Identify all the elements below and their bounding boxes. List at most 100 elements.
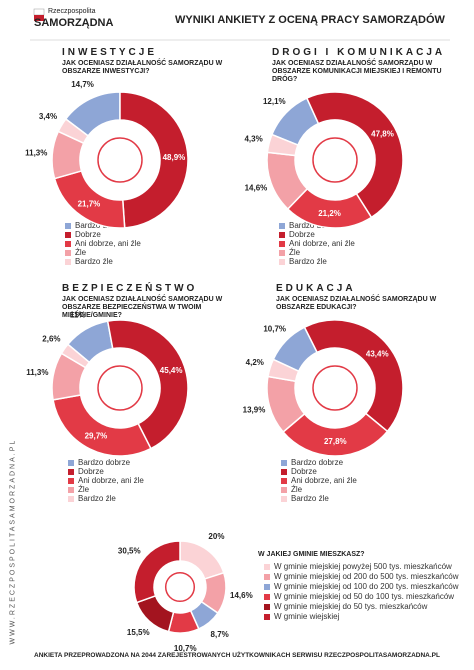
donut-slice <box>267 358 300 383</box>
legend-label: Bardzo źle <box>289 257 327 266</box>
legend-swatch <box>264 564 270 570</box>
legend-swatch <box>281 478 287 484</box>
value-label: 14,6% <box>230 591 253 600</box>
legend-swatch <box>264 584 270 590</box>
value-label: 11,3% <box>25 149 47 158</box>
donut-slice <box>266 133 299 157</box>
value-label: 4,2% <box>246 358 264 367</box>
value-label: 12,1% <box>263 97 286 106</box>
legend-swatch <box>65 223 71 229</box>
center-icon <box>312 137 358 183</box>
legend-label: W gminie miejskiej powyżej 500 tys. mies… <box>274 562 452 571</box>
value-label: 11,3% <box>26 368 48 377</box>
legend-label: Bardzo dobrze <box>291 458 344 467</box>
question: JAK OCENIASZ DZIAŁALNOŚĆ SAMORZĄDU W OBS… <box>272 60 442 83</box>
value-label: 2,6% <box>42 335 60 344</box>
value-label: 11% <box>70 311 86 320</box>
legend-label: Źle <box>75 248 87 257</box>
legend-label: Źle <box>289 248 301 257</box>
legend-swatch <box>68 487 74 493</box>
value-label: 20% <box>208 532 224 541</box>
value-label: 43,4% <box>366 349 389 358</box>
question: JAK OCENIASZ DZIAŁALNOŚĆ SAMORZĄDU W OBS… <box>62 60 223 75</box>
section-title: EDUKACJA <box>276 283 356 294</box>
value-label: 10,7% <box>263 325 286 334</box>
legend-swatch <box>68 478 74 484</box>
section-title: INWESTYCJE <box>62 47 158 58</box>
legend-label: Bardzo źle <box>291 494 329 503</box>
value-label: 14,6% <box>245 184 268 193</box>
donut-slice <box>60 343 91 369</box>
value-label: 15,5% <box>127 628 150 637</box>
legend-label: W gminie miejskiej od 200 do 500 tys. mi… <box>274 572 459 581</box>
section-title: W JAKIEJ GMINIE MIESZKASZ? <box>258 551 365 558</box>
legend-swatch <box>264 614 270 620</box>
page-title: WYNIKI ANKIETY Z OCENĄ PRACY SAMORZĄDÓW <box>175 14 445 26</box>
legend-swatch <box>65 259 71 265</box>
legend-swatch <box>65 232 71 238</box>
legend-label: Bardzo źle <box>78 494 116 503</box>
legend-label: W gminie miejskiej od 100 do 200 tys. mi… <box>274 582 459 591</box>
side-url: WWW.RZECZPOSPOLITASAMORZADNA.PL <box>9 438 17 645</box>
logo-flag <box>34 15 44 21</box>
value-label: 14,7% <box>71 80 94 89</box>
brand-top: Rzeczpospolita <box>48 8 96 15</box>
legend-label: Bardzo źle <box>75 257 113 266</box>
footer: ANKIETA PRZEPROWADZONA NA 2044 ZAREJESTR… <box>34 652 440 659</box>
legend-swatch <box>68 496 74 502</box>
section-title: BEZPIECZEŃSTWO <box>62 283 198 294</box>
legend-swatch <box>281 487 287 493</box>
legend-label: Ani dobrze, ani źle <box>291 476 357 485</box>
question: JAK OCENIASZ DZIAŁALNOŚĆ SAMORZĄDU W OBS… <box>62 296 223 319</box>
value-label: 3,4% <box>39 112 57 121</box>
section-title: DROGI I KOMUNIKACJA <box>272 47 446 58</box>
question: JAK OCENIASZ DZIAŁALNOŚĆ SAMORZĄDU W OBS… <box>276 296 437 311</box>
value-label: 21,7% <box>78 199 101 208</box>
legend-swatch <box>264 594 270 600</box>
legend-label: Dobrze <box>75 230 101 239</box>
donut-slice <box>305 91 404 219</box>
legend-swatch <box>281 460 287 466</box>
legend-swatch <box>65 241 71 247</box>
legend-label: Dobrze <box>289 230 315 239</box>
value-label: 4,3% <box>244 134 262 143</box>
donut-slice <box>282 412 389 457</box>
legend-label: Dobrze <box>78 467 104 476</box>
legend-swatch <box>279 223 285 229</box>
legend-label: Ani dobrze, ani źle <box>289 239 355 248</box>
legend-label: W gminie miejskiej od 50 do 100 tys. mie… <box>274 592 454 601</box>
value-label: 29,7% <box>85 431 108 440</box>
value-label: 47,8% <box>371 129 394 138</box>
donut-slice <box>106 319 189 450</box>
donut-slice <box>57 117 90 145</box>
legend-swatch <box>279 241 285 247</box>
brand: SAMORZĄDNA <box>34 17 114 29</box>
legend-label: Ani dobrze, ani źle <box>78 476 144 485</box>
value-label: 30,5% <box>118 546 141 555</box>
value-label: 48,9% <box>163 153 186 162</box>
logo-flag <box>33 8 45 16</box>
legend-swatch <box>279 259 285 265</box>
legend-swatch <box>264 574 270 580</box>
value-label: 13,9% <box>243 405 266 414</box>
legend-swatch <box>279 250 285 256</box>
donut-slice <box>133 540 181 604</box>
center-icon <box>312 365 358 411</box>
value-label: 21,2% <box>318 209 341 218</box>
center-icon <box>97 137 143 183</box>
legend-swatch <box>279 232 285 238</box>
legend-swatch <box>281 496 287 502</box>
donut-slice <box>303 319 404 433</box>
legend-swatch <box>68 469 74 475</box>
legend-label: Ani dobrze, ani źle <box>75 239 141 248</box>
donut-slice <box>119 91 189 229</box>
value-label: 8,7% <box>211 630 229 639</box>
legend-label: Bardzo dobrze <box>78 458 131 467</box>
legend-swatch <box>65 250 71 256</box>
legend-label: Dobrze <box>291 467 317 476</box>
legend-swatch <box>281 469 287 475</box>
legend-label: Źle <box>291 485 303 494</box>
value-label: 45,4% <box>160 366 183 375</box>
